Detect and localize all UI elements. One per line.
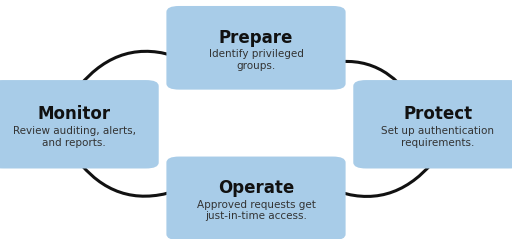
FancyArrowPatch shape [333, 163, 433, 196]
Text: Operate: Operate [218, 179, 294, 197]
Text: Review auditing, alerts,
and reports.: Review auditing, alerts, and reports. [13, 126, 136, 148]
FancyArrowPatch shape [81, 165, 182, 196]
FancyArrowPatch shape [79, 51, 179, 86]
Text: Approved requests get
just-in-time access.: Approved requests get just-in-time acces… [197, 200, 315, 221]
FancyBboxPatch shape [166, 6, 346, 90]
Text: Protect: Protect [403, 105, 473, 123]
Text: Set up authentication
requirements.: Set up authentication requirements. [381, 126, 494, 148]
FancyBboxPatch shape [353, 80, 512, 168]
Text: Monitor: Monitor [38, 105, 111, 123]
Text: Prepare: Prepare [219, 29, 293, 47]
FancyBboxPatch shape [166, 157, 346, 239]
FancyBboxPatch shape [0, 80, 159, 168]
FancyArrowPatch shape [315, 61, 408, 93]
Text: Identify privileged
groups.: Identify privileged groups. [208, 49, 304, 71]
